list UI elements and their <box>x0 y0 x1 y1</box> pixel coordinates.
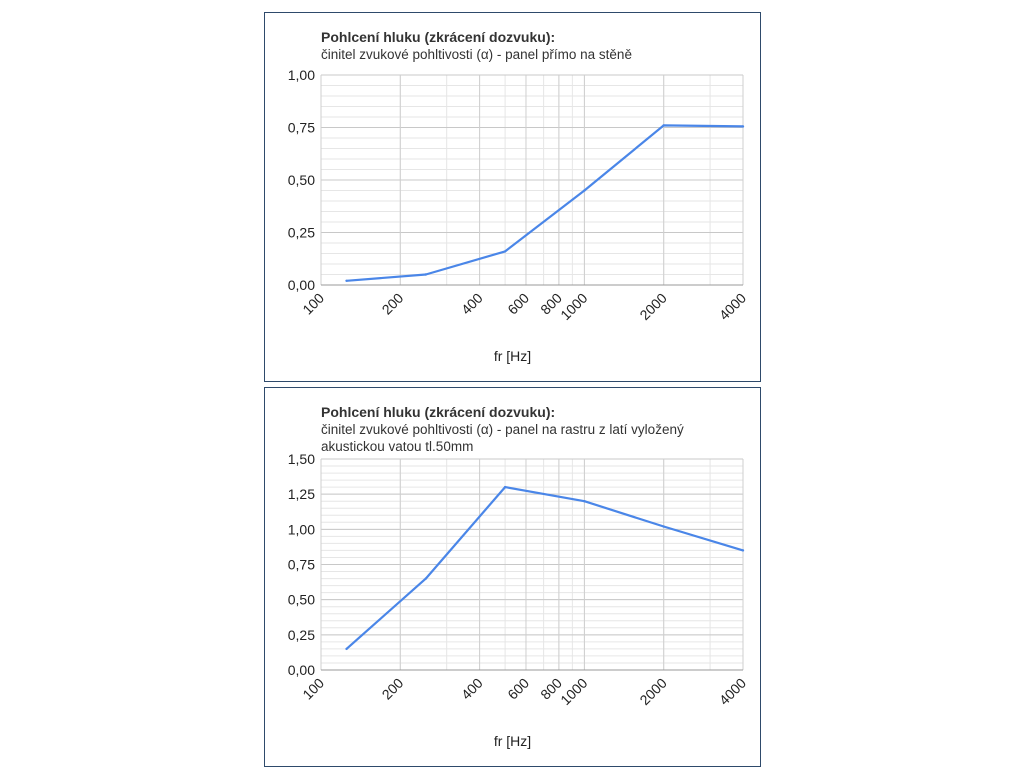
y-tick-label: 0,00 <box>288 662 315 678</box>
y-tick-label: 0,75 <box>288 557 315 573</box>
data-point <box>662 525 665 528</box>
chart-subtitle: činitel zvukové pohltivosti (α) - panel … <box>321 47 632 62</box>
y-tick-label: 1,00 <box>288 521 315 537</box>
data-point <box>503 250 507 253</box>
y-tick-label: 0,00 <box>288 277 315 293</box>
chart-panel-1: Pohlcení hluku (zkrácení dozvuku): činit… <box>264 12 761 382</box>
x-tick-label: 400 <box>458 290 486 318</box>
data-point <box>662 124 665 127</box>
y-tick-label: 0,50 <box>288 592 315 608</box>
series-line <box>346 124 744 282</box>
gridlines <box>320 74 744 286</box>
data-point <box>583 189 586 192</box>
data-point <box>503 485 507 489</box>
data-point <box>741 125 745 128</box>
data-point <box>345 647 348 651</box>
chart-title: Pohlcení hluku (zkrácení dozvuku): <box>321 404 556 420</box>
x-tick-label: 4000 <box>716 675 749 708</box>
y-tick-label: 1,00 <box>288 67 315 83</box>
series-line <box>345 485 744 650</box>
y-tick-label: 0,25 <box>288 627 315 643</box>
y-tick-label: 1,25 <box>288 486 315 502</box>
x-tick-label: 400 <box>458 675 486 703</box>
chart-title: Pohlcení hluku (zkrácení dozvuku): <box>321 29 556 45</box>
chart-panel-2: Pohlcení hluku (zkrácení dozvuku): činit… <box>264 387 761 767</box>
x-tick-label: 2000 <box>636 675 669 708</box>
data-point <box>424 273 428 276</box>
x-axis-label: fr [Hz] <box>493 348 532 364</box>
gridlines <box>320 458 744 671</box>
data-point <box>583 500 586 503</box>
y-tick-label: 0,75 <box>288 120 315 136</box>
data-point <box>345 279 348 282</box>
data-point <box>741 549 745 552</box>
x-tick-label: 600 <box>504 290 532 318</box>
x-tick-label: 600 <box>504 675 532 703</box>
x-axis-label: fr [Hz] <box>493 733 532 749</box>
x-tick-label: 100 <box>299 290 327 318</box>
chart-plot: 0,00 0,25 0,50 0,75 1,00 1,25 1,50 100 200 400 600… <box>288 451 750 708</box>
y-tick-label: 0,25 <box>288 225 315 241</box>
data-point <box>424 577 428 580</box>
x-tick-label: 1000 <box>557 675 590 708</box>
chart-subtitle: činitel zvukové pohltivosti (α) - panel … <box>321 422 684 454</box>
y-tick-label: 1,50 <box>288 451 315 467</box>
x-tick-label: 200 <box>379 290 407 318</box>
x-tick-label: 1000 <box>557 290 590 323</box>
x-tick-label: 100 <box>299 675 327 703</box>
x-tick-label: 4000 <box>716 290 749 323</box>
x-tick-label: 200 <box>379 675 407 703</box>
y-tick-label: 0,50 <box>288 172 315 188</box>
x-tick-label: 2000 <box>636 290 669 323</box>
